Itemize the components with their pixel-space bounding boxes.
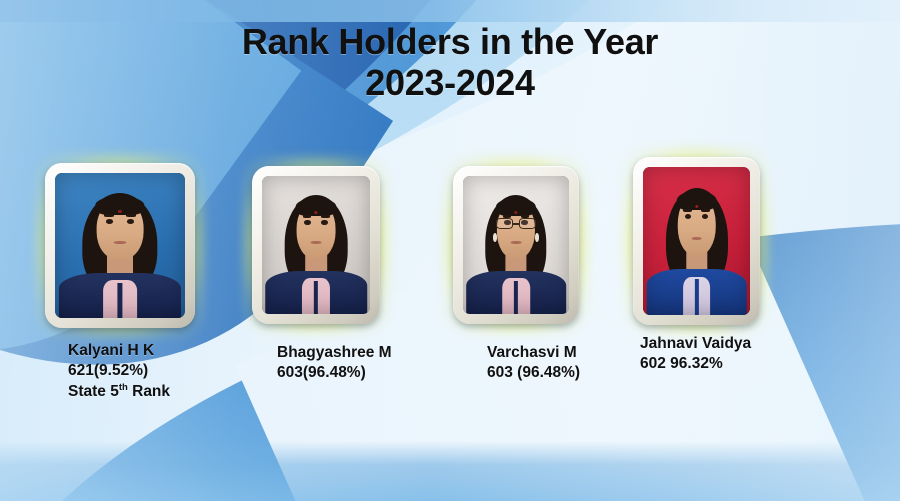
photo-placket-2 [313,280,319,314]
photo-braid-right-4 [712,208,725,265]
photo-mouth-1 [113,241,127,245]
photo-earring-right-3 [534,232,540,243]
photo-inner-4 [643,167,750,315]
photo-fringe-4 [676,190,717,210]
photo-inner-3 [463,176,569,314]
student-photo-kalyani [55,173,185,318]
photo-brow-right-1 [125,214,137,217]
photo-frame-4 [633,157,760,325]
glasses-lens-right [519,218,537,230]
photo-bindi-4 [694,204,699,209]
photo-brow-right-4 [701,209,710,212]
photo-eye-left-1 [105,219,114,225]
student-name-1: Kalyani H K [68,342,155,359]
photo-mouth-4 [691,236,702,240]
photo-frame-3 [453,166,579,324]
photo-vignette-3 [463,176,569,314]
photo-mouth-2 [310,240,322,244]
photo-vignette-4 [643,167,750,315]
student-rank-1: State 5th Rank [68,382,170,402]
photo-bindi-3 [514,211,518,215]
photo-eye-left-4 [684,214,692,220]
photo-eye-right-2 [321,220,328,225]
photo-braid-left-2 [287,214,300,268]
photo-braid-left-4 [668,208,681,265]
photo-eye-left-2 [304,220,311,225]
student-photo-jahnavi [643,167,750,315]
photo-brow-left-2 [302,215,312,218]
student-name-4: Jahnavi Vaidya [640,335,752,352]
eyeglasses-icon [495,218,537,230]
title-line-2: 2023-2024 [365,61,535,103]
student-rank-prefix-1: State 5 [68,382,119,400]
student-score-1: 621(9.52%) [68,362,149,380]
photo-eye-right-4 [701,214,709,220]
photo-placket-4 [694,279,699,315]
student-score-3: 603 (96.48%) [487,364,581,382]
photo-fringe-3 [495,198,537,217]
photo-brow-right-2 [320,215,330,218]
student-photo-bhagyashree [262,176,370,314]
student-rank-suffix-1: Rank [127,382,171,400]
photo-vignette-1 [55,173,185,318]
student-card-1[interactable] [36,154,204,337]
student-card-3[interactable] [444,157,588,333]
photo-brow-right-3 [520,215,530,218]
student-caption-1: Kalyani H K 621(9.52%) State 5th Rank [68,341,170,402]
photo-bindi-1 [117,209,123,214]
title-line-1: Rank Holders in the Year [241,21,659,62]
student-caption-4: Jahnavi Vaidya 602 96.32% [640,334,751,375]
glasses-lens-left [495,218,513,230]
photo-earring-left-3 [492,232,498,243]
photo-fringe-1 [95,196,145,216]
student-rank-sup-1: th [118,381,128,393]
student-name-2: Bhagyashree M [277,344,392,361]
student-caption-2: Bhagyashree M 603(96.48%) [277,343,392,384]
student-card-2[interactable] [243,157,389,333]
photo-frame-2 [252,166,380,324]
photo-braid-right-2 [332,214,345,268]
photo-bindi-2 [314,211,318,215]
photo-fringe-2 [295,198,337,217]
student-score-2: 603(96.48%) [277,364,366,382]
photo-vignette-2 [262,176,370,314]
slide-title: Rank Holders in the Year 2023-2024 [0,21,900,103]
photo-eye-left-3 [504,220,511,225]
student-name-3: Varchasvi M [487,344,577,361]
glasses-bridge [512,223,520,225]
photo-eye-right-3 [521,220,528,225]
photo-brow-left-3 [502,215,512,218]
photo-frame-1 [45,163,195,328]
photo-eye-right-1 [126,219,135,225]
student-score-4: 602 96.32% [640,355,723,373]
student-card-4[interactable] [624,148,769,334]
student-caption-3: Varchasvi M 603 (96.48%) [487,343,580,384]
photo-brow-left-4 [683,209,692,212]
photo-brow-left-1 [103,214,115,217]
photo-placket-3 [513,280,519,314]
photo-inner-1 [55,173,185,318]
photo-placket-1 [117,283,123,318]
student-photo-varchasvi [463,176,569,314]
photo-mouth-3 [510,240,522,244]
photo-inner-2 [262,176,370,314]
